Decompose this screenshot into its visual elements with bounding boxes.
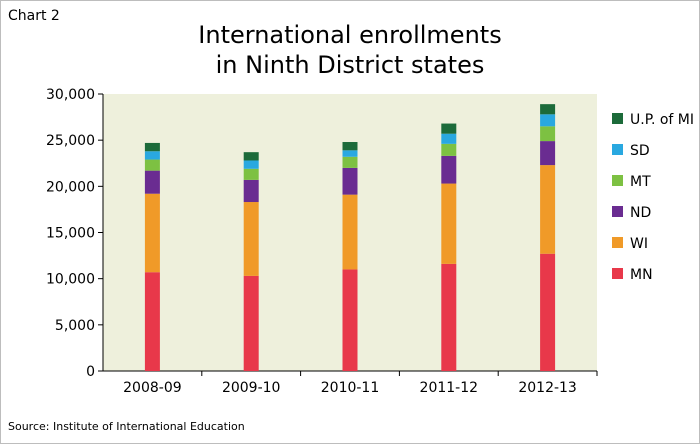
bar-segment-u-p-of-mi-2011-12 [441,123,457,134]
bar-segment-nd-2011-12 [441,155,457,184]
bar-segment-sd-2010-11 [342,150,358,157]
bar-segment-mt-2011-12 [441,143,457,156]
bar-segment-sd-2009-10 [243,160,259,169]
bar-segment-wi-2012-13 [540,165,556,254]
y-tick-label: 30,000 [46,87,95,103]
x-tick-label: 2010-11 [321,380,380,396]
bar-segment-wi-2008-09 [144,193,160,273]
bar-segment-sd-2012-13 [540,114,556,127]
legend-label: WI [630,236,648,252]
bar-segment-nd-2012-13 [540,141,556,166]
bar-segment-mt-2010-11 [342,156,358,168]
chart-title-line-2: in Ninth District states [215,51,485,79]
bar-segment-mt-2008-09 [144,159,160,171]
bar-segment-mn-2009-10 [243,275,259,371]
bar-segment-sd-2008-09 [144,151,160,160]
bar-segment-mn-2008-09 [144,272,160,371]
y-tick-label: 25,000 [46,133,95,149]
legend-label: MN [630,267,653,283]
y-tick-label: 10,000 [46,272,95,288]
bar-segment-nd-2009-10 [243,179,259,203]
legend-swatch [612,268,623,279]
x-tick-label: 2009-10 [222,380,281,396]
legend-label: MT [630,174,651,190]
bar-segment-mt-2009-10 [243,168,259,180]
bar-segment-u-p-of-mi-2008-09 [144,142,160,152]
bar-segment-mt-2012-13 [540,126,556,142]
y-tick-label: 20,000 [46,179,95,195]
x-tick-label: 2008-09 [123,380,182,396]
legend-swatch [612,175,623,186]
x-tick-label: 2012-13 [518,380,577,396]
bar-segment-mn-2011-12 [441,263,457,371]
legend-label: U.P. of MI [630,112,694,128]
bar-segment-sd-2011-12 [441,133,457,144]
bar-segment-mn-2010-11 [342,269,358,371]
chart-title-line-1: International enrollments [198,21,502,49]
chart-number-label: Chart 2 [8,8,60,24]
bar-segment-u-p-of-mi-2010-11 [342,142,358,151]
bar-segment-wi-2010-11 [342,194,358,270]
bar-segment-wi-2009-10 [243,202,259,276]
legend-label: SD [630,143,650,159]
bar-segment-wi-2011-12 [441,183,457,264]
legend-swatch [612,144,623,155]
bar-segment-nd-2008-09 [144,170,160,194]
bar-segment-nd-2010-11 [342,167,358,195]
bar-segment-mn-2012-13 [540,253,556,371]
chart-title: International enrollments in Ninth Distr… [0,20,700,80]
y-tick-label: 0 [86,364,95,380]
legend-swatch [612,206,623,217]
bar-segment-u-p-of-mi-2012-13 [540,104,556,115]
bar-segment-u-p-of-mi-2009-10 [243,152,259,161]
source-note: Source: Institute of International Educa… [8,420,245,433]
legend-swatch [612,237,623,248]
x-tick-label: 2011-12 [420,380,479,396]
legend-label: ND [630,205,651,221]
y-tick-label: 15,000 [46,226,95,242]
legend-swatch [612,113,623,124]
y-tick-label: 5,000 [55,318,95,334]
